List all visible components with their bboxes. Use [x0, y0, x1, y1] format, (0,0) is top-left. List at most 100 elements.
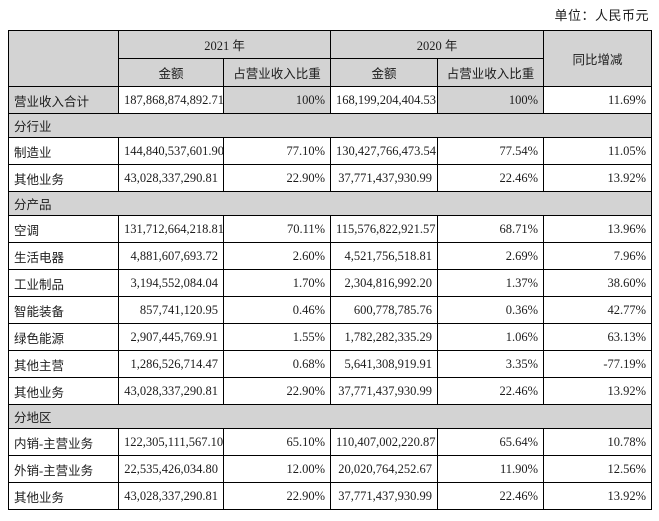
- share-2020-header: 占营业收入比重: [437, 58, 545, 87]
- amount-2021-cell: 1,286,526,714.47: [118, 350, 224, 378]
- amount-2021-cell: 187,868,874,892.71: [118, 86, 224, 114]
- section-label: 分行业: [7, 113, 653, 138]
- amount-2020-cell: 1,782,282,335.29: [330, 323, 439, 351]
- share-2020-cell: 0.36%: [437, 296, 545, 324]
- yoy-cell: 12.56%: [543, 455, 653, 483]
- share-2021-cell: 22.90%: [222, 164, 332, 192]
- share-2021-cell: 77.10%: [222, 137, 332, 165]
- table-header: 2021 年 2020 年 同比增减 金额 占营业收入比重 金额 占营业收入比重: [8, 30, 653, 87]
- revenue-breakdown-table: 2021 年 2020 年 同比增减 金额 占营业收入比重 金额 占营业收入比重…: [7, 30, 653, 510]
- share-2020-cell: 68.71%: [437, 215, 545, 243]
- table-row: 其他业务 43,028,337,290.81 22.90% 37,771,437,93…: [8, 377, 653, 405]
- table-row: 其他主营 1,286,526,714.47 0.68% 5,641,308,919.9…: [8, 350, 653, 378]
- share-2021-cell: 0.46%: [222, 296, 332, 324]
- yoy-cell: 13.92%: [543, 377, 653, 405]
- share-2021-cell: 100%: [222, 86, 332, 114]
- share-2020-cell: 11.90%: [437, 455, 545, 483]
- amount-2020-cell: 2,304,816,992.20: [330, 269, 439, 297]
- section-header-row: 分地区: [7, 404, 653, 429]
- table-row: 其他业务 43,028,337,290.81 22.90% 37,771,437,93…: [8, 482, 653, 510]
- year-2020-header: 2020 年: [330, 30, 545, 59]
- table-row: 内销-主营业务 122,305,111,567.10 65.10% 110,407,0…: [8, 428, 653, 456]
- amount-2021-cell: 22,535,426,034.80: [118, 455, 224, 483]
- share-2021-cell: 2.60%: [222, 242, 332, 270]
- share-2021-cell: 22.90%: [222, 377, 332, 405]
- share-2020-cell: 1.37%: [437, 269, 545, 297]
- section-label: 分地区: [7, 404, 653, 429]
- section-header-row: 分产品: [7, 191, 653, 216]
- amount-2021-cell: 2,907,445,769.91: [118, 323, 224, 351]
- yoy-cell: 13.92%: [543, 164, 653, 192]
- row-label-cell: 生活电器: [8, 242, 119, 270]
- table-body: 营业收入合计 187,868,874,892.71 100% 168,199,204,…: [7, 86, 653, 510]
- row-label-cell: 其他业务: [8, 164, 119, 192]
- amount-2021-cell: 4,881,607,693.72: [118, 242, 224, 270]
- amount-2020-cell: 37,771,437,930.99: [330, 164, 439, 192]
- row-label-cell: 空调: [8, 215, 119, 243]
- table-row: 营业收入合计 187,868,874,892.71 100% 168,199,204,…: [8, 86, 653, 114]
- row-label-cell: 营业收入合计: [8, 86, 119, 114]
- amount-2020-cell: 110,407,002,220.87: [330, 428, 439, 456]
- amount-2020-cell: 4,521,756,518.81: [330, 242, 439, 270]
- amount-2021-header: 金额: [118, 58, 224, 87]
- yoy-cell: 7.96%: [543, 242, 653, 270]
- table-row: 空调 131,712,664,218.81 70.11% 115,576,822,92…: [8, 215, 653, 243]
- share-2020-cell: 22.46%: [437, 377, 545, 405]
- table-row: 生活电器 4,881,607,693.72 2.60% 4,521,756,518.8…: [8, 242, 653, 270]
- yoy-cell: 13.92%: [543, 482, 653, 510]
- amount-2020-cell: 130,427,766,473.54: [330, 137, 439, 165]
- table-row: 工业制品 3,194,552,084.04 1.70% 2,304,816,992.2…: [8, 269, 653, 297]
- row-label-cell: 其他业务: [8, 482, 119, 510]
- row-label-cell: 制造业: [8, 137, 119, 165]
- row-label-cell: 内销-主营业务: [8, 428, 119, 456]
- share-2020-cell: 2.69%: [437, 242, 545, 270]
- share-2020-cell: 65.64%: [437, 428, 545, 456]
- share-2020-cell: 1.06%: [437, 323, 545, 351]
- yoy-cell: 11.69%: [543, 86, 653, 114]
- amount-2020-cell: 115,576,822,921.57: [330, 215, 439, 243]
- row-label-cell: 其他主营: [8, 350, 119, 378]
- table-row: 外销-主营业务 22,535,426,034.80 12.00% 20,020,764…: [8, 455, 653, 483]
- unit-label: 单位：人民币元: [554, 8, 649, 23]
- table-row: 其他业务 43,028,337,290.81 22.90% 37,771,437,93…: [8, 164, 653, 192]
- share-2021-cell: 22.90%: [222, 482, 332, 510]
- amount-2021-cell: 43,028,337,290.81: [118, 164, 224, 192]
- amount-2021-cell: 3,194,552,084.04: [118, 269, 224, 297]
- yoy-cell: -77.19%: [543, 350, 653, 378]
- amount-2021-cell: 43,028,337,290.81: [118, 377, 224, 405]
- share-2021-cell: 65.10%: [222, 428, 332, 456]
- amount-2020-cell: 20,020,764,252.67: [330, 455, 439, 483]
- yoy-change-header: 同比增减: [543, 30, 653, 87]
- amount-2020-cell: 37,771,437,930.99: [330, 482, 439, 510]
- share-2021-header: 占营业收入比重: [222, 58, 332, 87]
- section-label: 分产品: [7, 191, 653, 216]
- amount-2020-cell: 37,771,437,930.99: [330, 377, 439, 405]
- table-row: 制造业 144,840,537,601.90 77.10% 130,427,766,4…: [8, 137, 653, 165]
- yoy-cell: 42.77%: [543, 296, 653, 324]
- share-2020-cell: 3.35%: [437, 350, 545, 378]
- yoy-cell: 10.78%: [543, 428, 653, 456]
- yoy-cell: 38.60%: [543, 269, 653, 297]
- amount-2021-cell: 43,028,337,290.81: [118, 482, 224, 510]
- row-label-cell: 绿色能源: [8, 323, 119, 351]
- header-row-years: 2021 年 2020 年 同比增减: [8, 30, 653, 87]
- table-row: 绿色能源 2,907,445,769.91 1.55% 1,782,282,335.2…: [8, 323, 653, 351]
- row-label-cell: 外销-主营业务: [8, 455, 119, 483]
- row-label-cell: 工业制品: [8, 269, 119, 297]
- share-2021-cell: 1.70%: [222, 269, 332, 297]
- amount-2021-cell: 857,741,120.95: [118, 296, 224, 324]
- share-2021-cell: 1.55%: [222, 323, 332, 351]
- section-header-row: 分行业: [7, 113, 653, 138]
- share-2020-cell: 77.54%: [437, 137, 545, 165]
- amount-2020-cell: 600,778,785.76: [330, 296, 439, 324]
- yoy-cell: 13.96%: [543, 215, 653, 243]
- share-2021-cell: 70.11%: [222, 215, 332, 243]
- amount-2020-cell: 168,199,204,404.53: [330, 86, 439, 114]
- share-2020-cell: 22.46%: [437, 482, 545, 510]
- amount-2020-header: 金额: [330, 58, 439, 87]
- header-row-metrics: 金额 占营业收入比重 金额 占营业收入比重: [9, 58, 652, 87]
- share-2021-cell: 0.68%: [222, 350, 332, 378]
- share-2020-cell: 22.46%: [437, 164, 545, 192]
- share-2020-cell: 100%: [437, 86, 545, 114]
- row-label-cell: 智能装备: [8, 296, 119, 324]
